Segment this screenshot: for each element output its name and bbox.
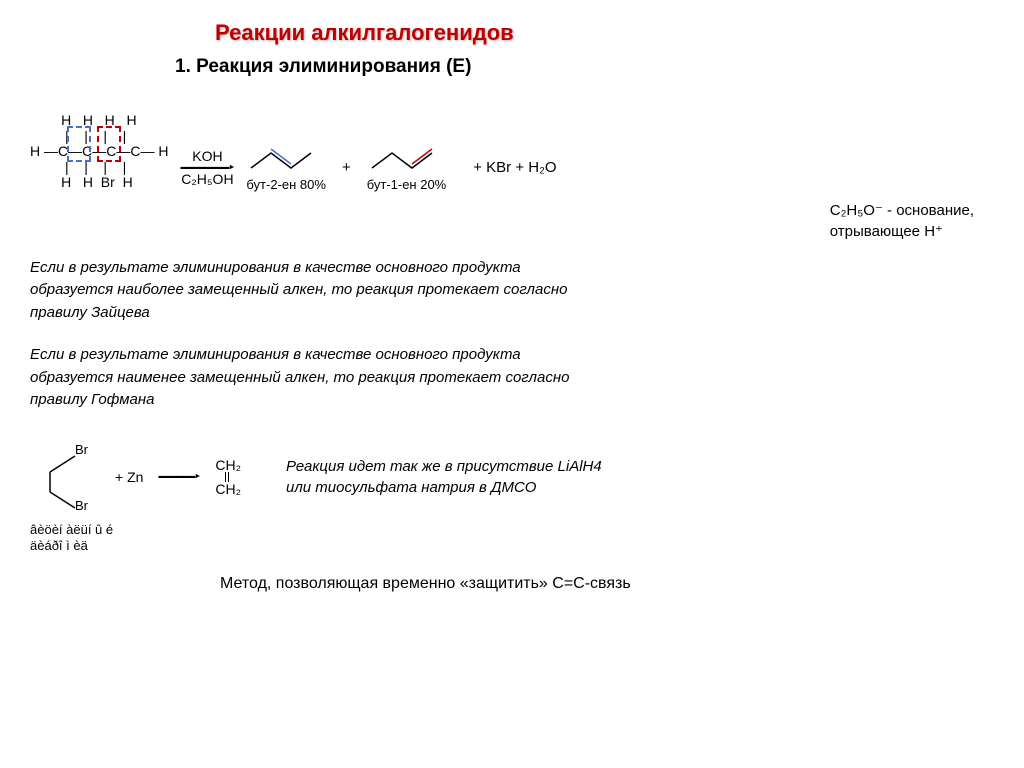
note2-l2: или тиосульфата натрия в ДМСО [286,479,536,496]
but1ene-icon [367,143,437,173]
base-note-l2: отрывающее H⁺ [830,221,974,242]
byproducts: + KBr + H₂O [473,159,556,176]
ethylene-product: CH₂ CH₂ [215,458,241,496]
garbled-text: âèöèí àëüí û é äèáðî ì èä [30,522,994,556]
base-note-l1: C₂H₅O⁻ - основание, [830,200,974,221]
svg-text:Br: Br [75,498,89,512]
garbled-l1: âèöèí àëüí û é [30,522,113,537]
ch2-top: CH₂ [215,458,241,472]
product1-label: бут-2-ен 80% [246,177,326,192]
reaction-2: Br Br + Zn ▬▬▬▬▬▬► CH₂ CH₂ Реакция идет … [30,442,994,512]
para1-l1: Если в результате элиминирования в качес… [30,259,521,276]
dibromide-structure: Br Br [30,442,100,512]
product-1: бут-2-ен 80% [246,143,326,192]
reagent-top: KOH [180,148,234,164]
svg-text:Br: Br [75,442,89,457]
subtitle: 1. Реакция элиминирования (E) [175,56,994,78]
ch2-bot: CH₂ [215,482,241,496]
arrow-block-1: KOH ▬▬▬▬▬▬▬▬► C₂H₅OH [180,148,234,187]
reaction2-note: Реакция идет так же в присутствие LiAlH4… [286,456,602,498]
product-2: бут-1-ен 20% [367,143,447,192]
garbled-l2: äèáðî ì èä [30,538,88,553]
para1-l2: образуется наиболее замещенный алкен, то… [30,281,567,298]
reactant-structure: H H H H | | | | H —C—C—C—C— H | | | | H … [30,98,168,237]
main-title: Реакции алкилгалогенидов [215,20,994,46]
reagent-bottom: C₂H₅OH [180,171,234,187]
but2ene-icon [246,143,316,173]
para1-l3: правилу Зайцева [30,304,150,321]
method-text: Метод, позволяющая временно «защитить» С… [220,575,994,593]
arrow-2: ▬▬▬▬▬▬► [158,473,200,480]
paragraph-zaitsev: Если в результате элиминирования в качес… [30,257,994,325]
plus-sign: + [342,159,351,176]
base-note: C₂H₅O⁻ - основание, отрывающее H⁺ [830,200,974,242]
para2-l3: правилу Гофмана [30,391,154,408]
dibromide-icon: Br Br [30,442,100,512]
para2-l2: образуется наименее замещенный алкен, то… [30,369,569,386]
product2-label: бут-1-ен 20% [367,177,447,192]
plus-zn: + Zn [115,469,143,485]
paragraph-hofmann: Если в результате элиминирования в качес… [30,344,994,412]
arrow-1: ▬▬▬▬▬▬▬▬► [180,164,234,171]
para2-l1: Если в результате элиминирования в качес… [30,346,521,363]
note2-l1: Реакция идет так же в присутствие LiAlH4 [286,458,602,475]
